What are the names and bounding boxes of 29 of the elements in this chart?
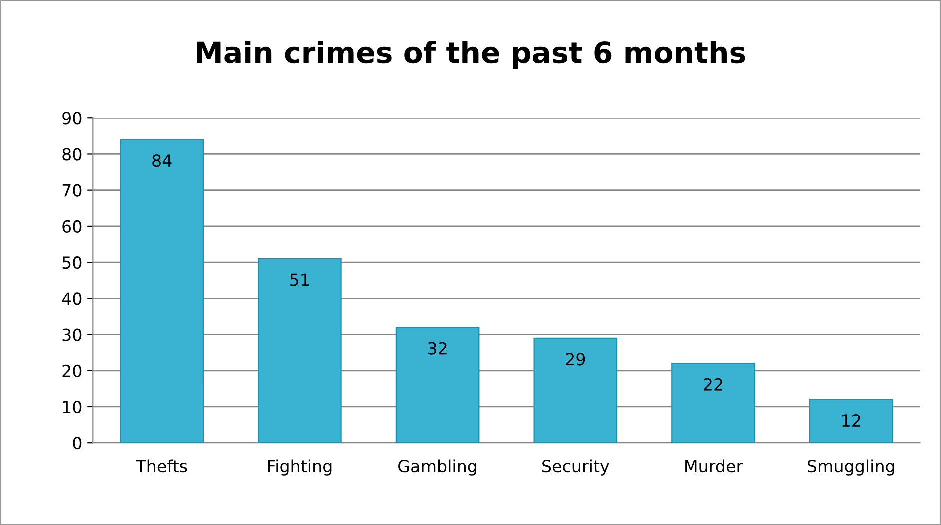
bar [809, 399, 894, 444]
bar [396, 327, 480, 444]
y-tick-label: 0 [73, 437, 82, 450]
data-label: 84 [152, 154, 172, 168]
y-tick-label: 30 [62, 328, 82, 342]
x-tick-label: Fighting [268, 460, 332, 476]
y-tick-label: 10 [63, 400, 82, 414]
x-tick-label: Murder [686, 460, 744, 473]
y-tick-label: 80 [62, 148, 82, 161]
data-label: 29 [566, 353, 586, 366]
bar [120, 139, 204, 444]
data-label: 32 [428, 342, 447, 355]
y-tick-label: 40 [62, 292, 82, 306]
data-label: 22 [704, 378, 722, 391]
data-label: 12 [842, 414, 860, 427]
x-tick-label: Smuggling [808, 460, 894, 476]
x-tick-label: Gambling [398, 460, 476, 476]
x-tick-label: Thefts [136, 460, 188, 473]
chart-title: Main crimes of the past 6 months [197, 41, 746, 70]
y-tick-label: 60 [62, 220, 82, 234]
y-tick-label: 90 [62, 112, 82, 125]
y-tick-label: 20 [62, 364, 82, 378]
data-label: 51 [290, 274, 310, 286]
bar [672, 363, 756, 444]
bar [534, 338, 618, 444]
y-tick-label: 50 [62, 256, 82, 270]
x-tick-label: Security [542, 460, 610, 476]
bar [258, 258, 342, 444]
y-tick-label: 70 [62, 184, 82, 197]
